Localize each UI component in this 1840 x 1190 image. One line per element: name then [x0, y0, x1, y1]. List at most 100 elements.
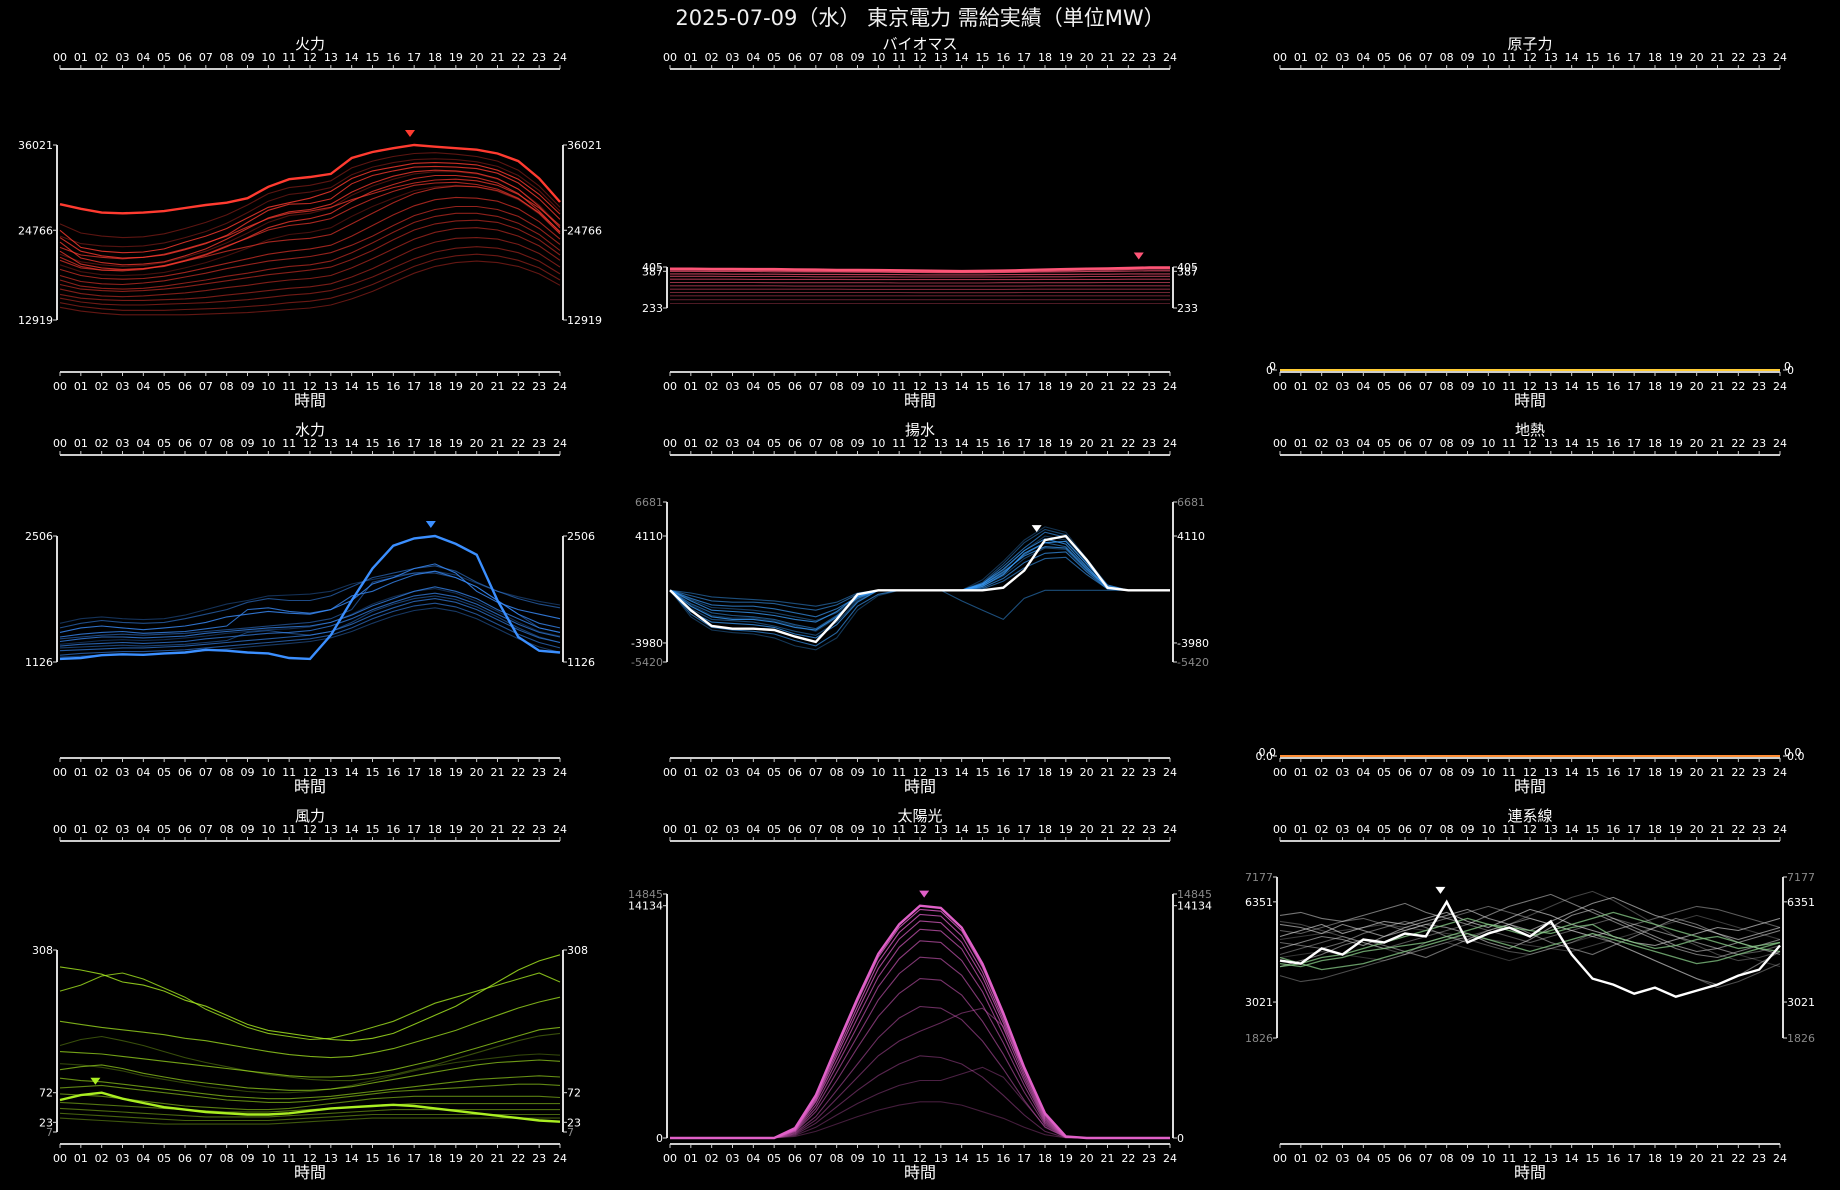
hour-tick-label: 02 — [1315, 1152, 1329, 1165]
hour-tick-label: 09 — [1461, 51, 1475, 64]
hour-tick-label: 12 — [303, 437, 317, 450]
hour-tick-label: 23 — [1752, 1152, 1766, 1165]
hour-tick-label: 06 — [788, 766, 802, 779]
hour-tick-label: 14 — [345, 823, 359, 836]
history-series-line — [59, 219, 561, 292]
hour-tick-label: 01 — [1294, 823, 1308, 836]
y-tick-label: 1826 — [1245, 1032, 1273, 1045]
history-series-line — [1279, 890, 1781, 962]
hour-tick-label: 02 — [1315, 380, 1329, 393]
hour-tick-label: 12 — [913, 51, 927, 64]
hour-tick-label: 15 — [976, 823, 990, 836]
hour-tick-label: 17 — [407, 380, 421, 393]
hour-tick-label: 22 — [511, 766, 525, 779]
hour-tick-label: 24 — [1163, 823, 1177, 836]
hour-tick-label: 23 — [1752, 51, 1766, 64]
hour-tick-label: 22 — [1731, 766, 1745, 779]
hour-tick-label: 01 — [1294, 380, 1308, 393]
hour-tick-label: 02 — [95, 437, 109, 450]
hour-tick-label: 07 — [1419, 766, 1433, 779]
hour-tick-label: 07 — [1419, 380, 1433, 393]
y-tick-label: 2506 — [567, 530, 595, 543]
hour-tick-label: 01 — [684, 51, 698, 64]
hour-tick-label: 22 — [1121, 437, 1135, 450]
hour-tick-label: 02 — [705, 51, 719, 64]
hour-tick-label: 07 — [1419, 51, 1433, 64]
hour-tick-label: 20 — [1080, 766, 1094, 779]
hour-tick-label: 05 — [767, 51, 781, 64]
hour-tick-label: 16 — [996, 766, 1010, 779]
hour-tick-label: 10 — [261, 823, 275, 836]
panel-title: 連系線 — [1507, 807, 1552, 825]
history-series-line — [59, 1032, 561, 1082]
hour-tick-label: 22 — [1121, 766, 1135, 779]
history-series-line — [1279, 908, 1781, 947]
hour-tick-label: 21 — [491, 380, 505, 393]
hour-tick-label: 03 — [116, 823, 130, 836]
hour-tick-label: 13 — [1544, 766, 1558, 779]
hour-tick-label: 20 — [470, 766, 484, 779]
hour-tick-label: 17 — [1017, 51, 1031, 64]
hour-tick-label: 22 — [511, 437, 525, 450]
hour-tick-label: 18 — [1648, 823, 1662, 836]
hour-tick-label: 04 — [746, 437, 760, 450]
hour-tick-label: 06 — [1398, 437, 1412, 450]
hour-tick-label: 19 — [449, 51, 463, 64]
y-tick-label: 4110 — [1177, 530, 1205, 543]
hour-tick-label: 05 — [767, 823, 781, 836]
hour-tick-label: 19 — [449, 1152, 463, 1165]
hour-tick-label: 04 — [136, 437, 150, 450]
hour-tick-label: 10 — [1481, 766, 1495, 779]
hour-tick-label: 00 — [663, 51, 677, 64]
hour-tick-label: 21 — [1101, 1152, 1115, 1165]
hour-tick-label: 12 — [913, 380, 927, 393]
history-series-line — [59, 260, 561, 316]
hour-tick-label: 12 — [303, 380, 317, 393]
hour-tick-label: 23 — [1752, 823, 1766, 836]
hour-tick-label: 09 — [1461, 766, 1475, 779]
hour-tick-label: 11 — [282, 823, 296, 836]
hour-tick-label: 14 — [955, 437, 969, 450]
hour-tick-label: 11 — [1502, 823, 1516, 836]
hour-tick-label: 20 — [470, 823, 484, 836]
hour-tick-label: 18 — [1038, 51, 1052, 64]
x-axis-label: 時間 — [904, 1163, 936, 1182]
hour-tick-label: 13 — [934, 766, 948, 779]
hour-tick-label: 16 — [386, 823, 400, 836]
history-series-line — [59, 212, 561, 290]
history-series-line — [670, 1066, 1170, 1139]
hour-tick-label: 11 — [282, 380, 296, 393]
hour-tick-label: 08 — [220, 1152, 234, 1165]
hour-tick-label: 24 — [1163, 51, 1177, 64]
hour-tick-label: 08 — [1440, 51, 1454, 64]
hour-tick-label: 07 — [199, 823, 213, 836]
x-axis-label: 時間 — [1514, 391, 1546, 410]
hour-tick-label: 05 — [767, 437, 781, 450]
history-series-line — [669, 551, 1170, 618]
hour-tick-label: 22 — [1731, 1152, 1745, 1165]
history-series-line — [670, 956, 1170, 1139]
history-series-line — [670, 275, 1170, 278]
history-series-line — [59, 588, 561, 645]
hour-tick-label: 02 — [705, 380, 719, 393]
history-series-line — [59, 954, 561, 1042]
history-series-line — [1279, 908, 1781, 953]
hour-tick-label: 00 — [53, 380, 67, 393]
hour-tick-label: 16 — [1606, 437, 1620, 450]
hour-tick-label: 11 — [1502, 380, 1516, 393]
hour-tick-label: 23 — [1142, 380, 1156, 393]
hour-tick-label: 13 — [934, 823, 948, 836]
hour-tick-label: 14 — [345, 437, 359, 450]
hour-tick-label: 21 — [1101, 766, 1115, 779]
hour-tick-label: 19 — [449, 437, 463, 450]
hour-tick-label: 19 — [1059, 1152, 1073, 1165]
hour-tick-label: 15 — [366, 823, 380, 836]
hour-tick-label: 09 — [241, 380, 255, 393]
history-series-line — [59, 972, 561, 1041]
hour-tick-label: 07 — [809, 437, 823, 450]
y-tick-label: 24766 — [18, 224, 53, 237]
today-series-line — [669, 534, 1170, 644]
hour-tick-label: 00 — [53, 766, 67, 779]
hour-tick-label: 10 — [261, 51, 275, 64]
hour-tick-label: 01 — [1294, 1152, 1308, 1165]
